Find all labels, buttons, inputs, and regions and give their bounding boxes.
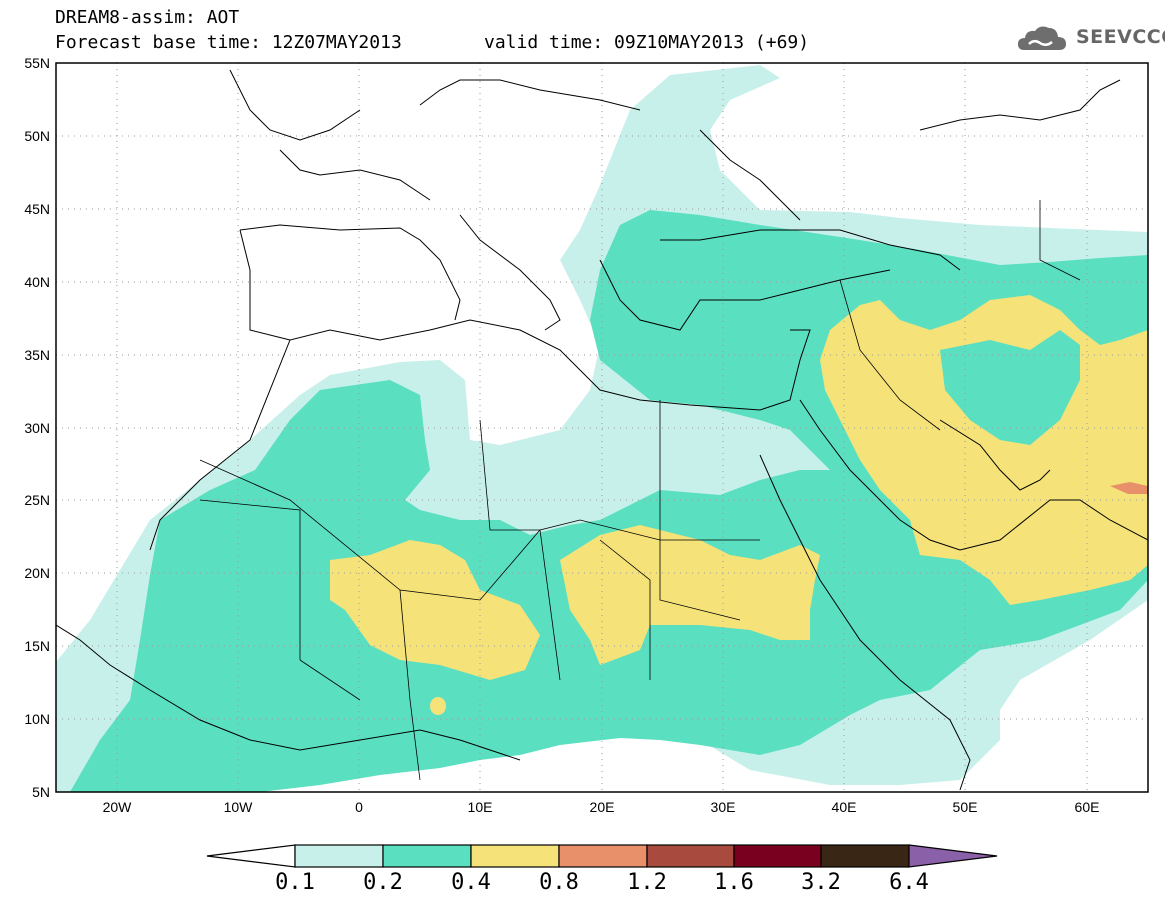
- lat-label: 55N: [24, 55, 50, 71]
- lon-labels: 20W 10W 0 10E 20E 30E 40E 50E 60E: [103, 799, 1100, 815]
- lat-label: 20N: [24, 565, 50, 581]
- aot-band-0.8: [1110, 482, 1148, 494]
- lat-labels: 55N 50N 45N 40N 35N 30N 25N 20N 15N 10N …: [24, 55, 50, 800]
- logo-text: SEEVCCC: [1076, 26, 1165, 48]
- lat-label: 30N: [24, 420, 50, 436]
- forecast-base-time: Forecast base time: 12Z07MAY2013: [55, 32, 402, 53]
- lat-label: 10N: [24, 711, 50, 727]
- lon-label: 20W: [103, 799, 133, 815]
- valid-time: valid time: 09Z10MAY2013 (+69): [484, 32, 810, 53]
- lat-label: 50N: [24, 128, 50, 144]
- colorbar-label: 3.2: [801, 870, 841, 895]
- coastlines: [56, 69, 1148, 791]
- lon-label: 50E: [953, 799, 978, 815]
- lon-label: 60E: [1075, 799, 1100, 815]
- colorbar-label: 0.8: [539, 870, 579, 895]
- colorbar-label: 0.2: [363, 870, 403, 895]
- map-title: DREAM8-assim: AOT: [55, 7, 240, 28]
- colorbar-label: 0.1: [275, 870, 315, 895]
- lon-label: 30E: [711, 799, 736, 815]
- colorbar-label: 6.4: [889, 870, 929, 895]
- lat-label: 15N: [24, 638, 50, 654]
- aot-map: 55N 50N 45N 40N 35N 30N 25N 20N 15N 10N …: [24, 55, 1149, 815]
- lat-label: 25N: [24, 492, 50, 508]
- map-frame: [55, 62, 1149, 793]
- graticule: [56, 63, 1148, 792]
- lon-label: 0: [355, 799, 363, 815]
- aot-band-0.4-west: [330, 540, 540, 680]
- lon-label: 40E: [832, 799, 857, 815]
- lon-label: 10E: [468, 799, 493, 815]
- cloud-icon: [1018, 26, 1066, 50]
- colorbar-label: 0.4: [451, 870, 491, 895]
- lat-label: 5N: [32, 784, 50, 800]
- colorbar-label: 1.2: [627, 870, 667, 895]
- lon-label: 20E: [590, 799, 615, 815]
- borders: [199, 200, 1081, 781]
- lat-label: 45N: [24, 201, 50, 217]
- lat-label: 35N: [24, 347, 50, 363]
- lon-label: 10W: [224, 799, 254, 815]
- lat-label: 40N: [24, 274, 50, 290]
- colorbar-label: 1.6: [714, 870, 754, 895]
- aot-band-0.2-inner: [940, 330, 1080, 445]
